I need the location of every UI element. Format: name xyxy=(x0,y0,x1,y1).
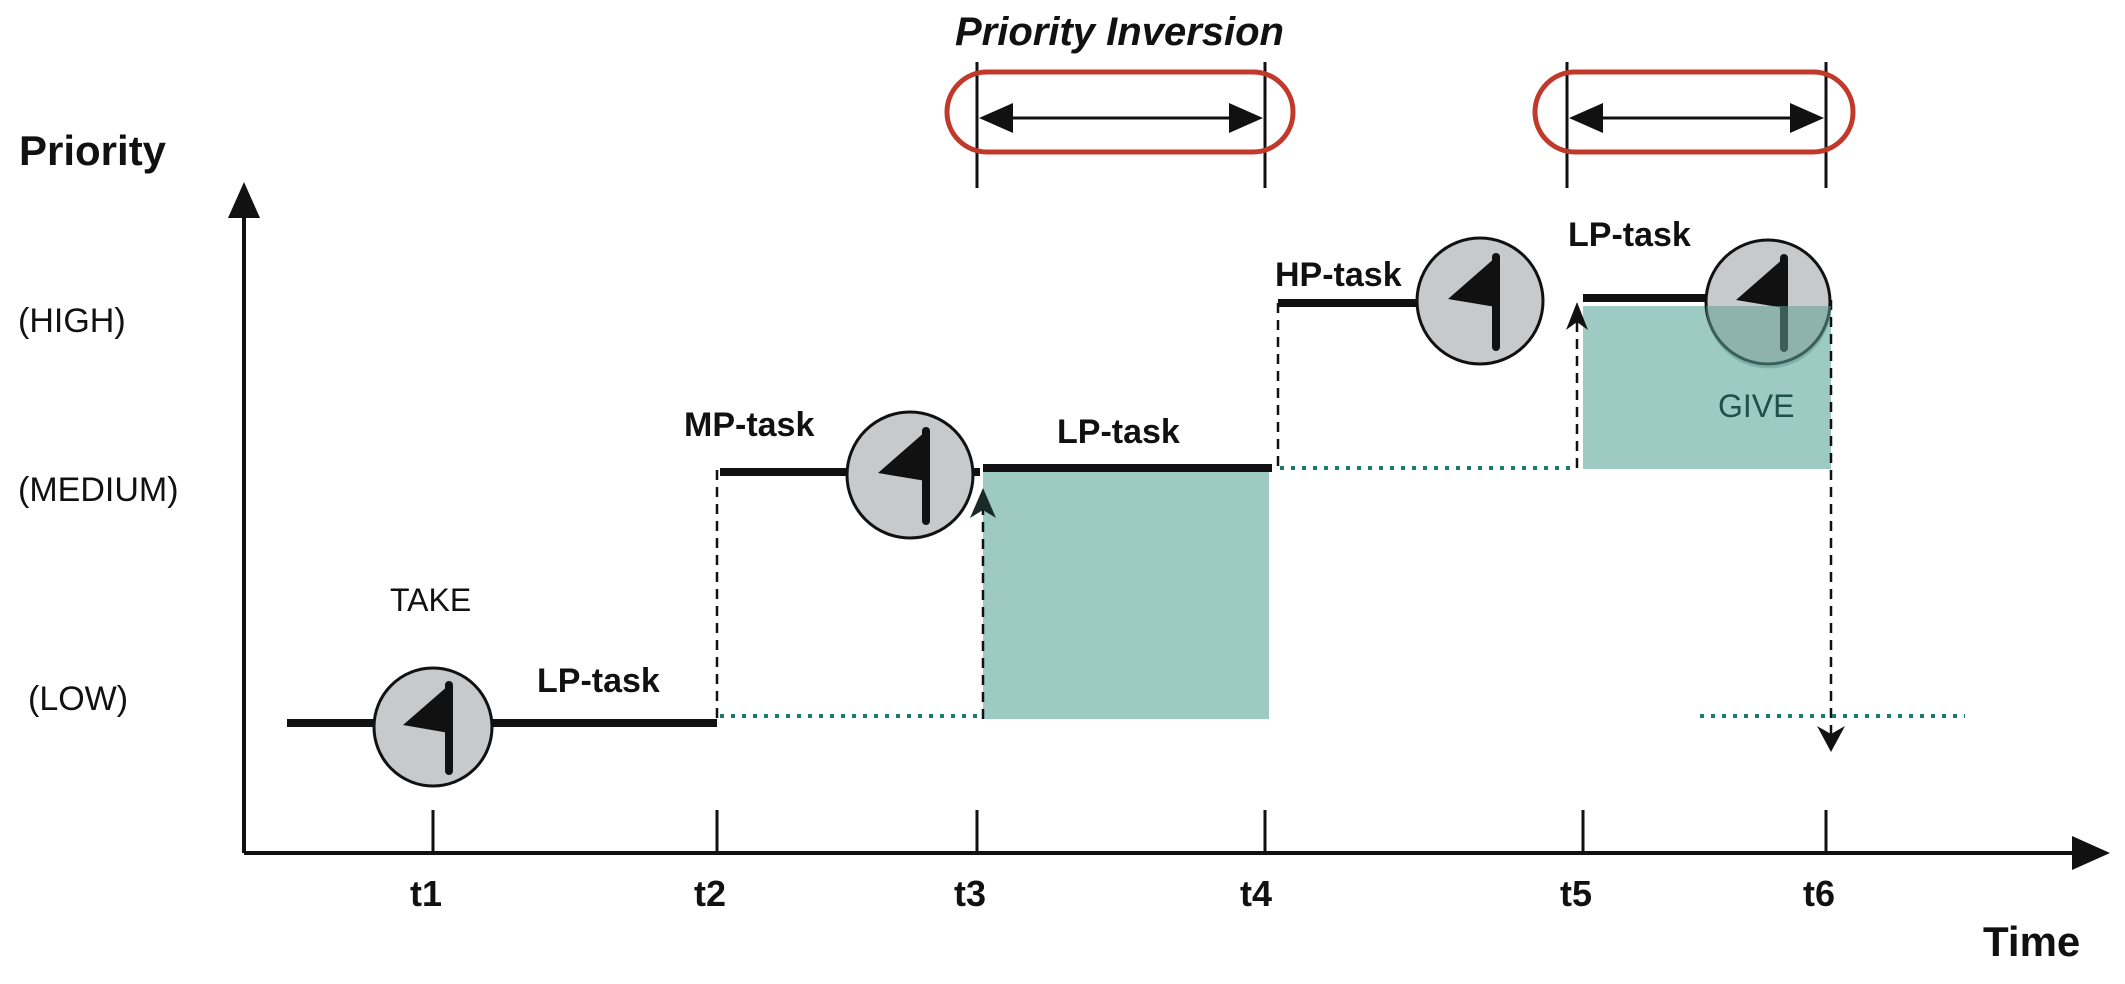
y-axis-label: Priority xyxy=(19,127,167,174)
task-label-lp-low: LP-task xyxy=(537,662,660,700)
give-overlay xyxy=(1706,306,1832,369)
tick-label-t5: t5 xyxy=(1560,873,1593,914)
task-label-lp-high: LP-task xyxy=(1568,216,1691,254)
task-label-hp: HP-task xyxy=(1275,256,1402,294)
tick-label-t1: t1 xyxy=(410,873,443,914)
tick-label-t6: t6 xyxy=(1803,873,1836,914)
inversion-arrow-1 xyxy=(979,103,1263,133)
task-label-mp: MP-task xyxy=(684,406,815,444)
tick-label-t3: t3 xyxy=(954,873,987,914)
arrowhead-up-t5 xyxy=(1566,302,1588,330)
inversion-highlight-2 xyxy=(1532,69,1856,155)
arrowhead-down-t6 xyxy=(1817,726,1845,752)
tick-label-t4: t4 xyxy=(1240,873,1273,914)
level-low-label: (LOW) xyxy=(28,680,129,718)
task-label-lp-medium: LP-task xyxy=(1057,413,1180,451)
x-axis-label: Time xyxy=(1983,918,2081,965)
flag-icon xyxy=(1415,236,1545,366)
x-axis xyxy=(244,836,2110,870)
arrowhead-up-t3 xyxy=(970,488,996,518)
flag-icon xyxy=(845,410,975,540)
flag-icon xyxy=(372,666,494,788)
tick-marks xyxy=(431,810,1828,853)
transition-dashes xyxy=(715,300,1833,735)
y-axis xyxy=(228,182,260,853)
inversion-region-1 xyxy=(983,468,1269,719)
diagram-title: Priority Inversion xyxy=(955,10,1284,54)
take-label: TAKE xyxy=(390,582,472,618)
tick-label-t2: t2 xyxy=(694,873,727,914)
inversion-arrow-2 xyxy=(1569,103,1824,133)
level-medium-label: (MEDIUM) xyxy=(18,471,179,509)
inversion-highlight-1 xyxy=(944,69,1296,155)
give-label: GIVE xyxy=(1718,388,1795,424)
waiting-dotted-lines xyxy=(720,466,1965,718)
level-high-label: (HIGH) xyxy=(18,302,126,340)
inversion-bracket-lines xyxy=(975,62,1828,188)
